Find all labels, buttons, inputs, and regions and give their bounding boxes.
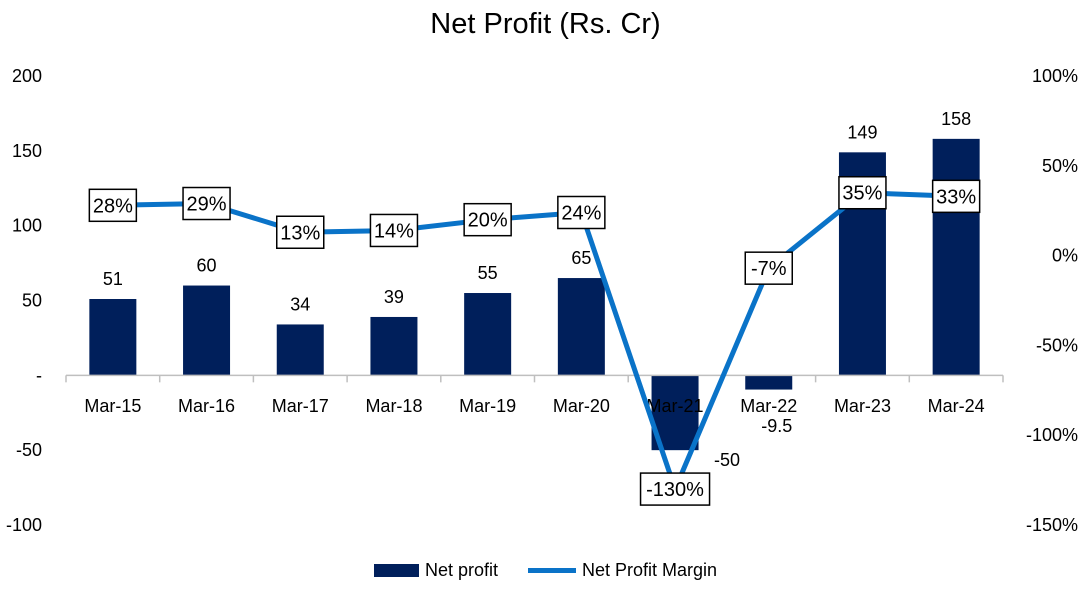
category-label: Mar-21 bbox=[647, 396, 704, 416]
bar-mar-17 bbox=[276, 324, 324, 376]
margin-label-text: 28% bbox=[93, 195, 133, 217]
bar-series bbox=[89, 138, 980, 451]
margin-label-text: 33% bbox=[936, 186, 976, 208]
left-axis-ticks: 200 150 100 50 - -50 -100 bbox=[6, 66, 42, 535]
bar-mar-19 bbox=[464, 293, 512, 376]
margin-label-text: 29% bbox=[187, 194, 227, 216]
right-axis-tick-label: 100% bbox=[1032, 66, 1078, 86]
margin-data-label: 13% bbox=[276, 215, 325, 250]
margin-data-label: 35% bbox=[838, 175, 887, 210]
left-axis-tick-label: -50 bbox=[16, 440, 42, 460]
legend: Net profit Net Profit Margin bbox=[0, 560, 1091, 581]
category-labels: Mar-15 Mar-16 Mar-17 Mar-18 Mar-19 Mar-20 Mar-… bbox=[84, 396, 984, 416]
legend-item-net-profit: Net profit bbox=[373, 560, 498, 581]
margin-data-label: 20% bbox=[463, 202, 512, 237]
chart-title: Net Profit (Rs. Cr) bbox=[430, 8, 661, 40]
category-label: Mar-16 bbox=[178, 396, 235, 416]
bar-mar-18 bbox=[370, 316, 418, 376]
left-axis-tick-label: 100 bbox=[12, 216, 42, 236]
legend-label-net-profit: Net profit bbox=[424, 560, 498, 580]
bar-data-label: 51 bbox=[103, 269, 123, 289]
category-label: Mar-15 bbox=[84, 396, 141, 416]
margin-label-text: -7% bbox=[751, 258, 787, 280]
margin-label-box bbox=[931, 179, 981, 214]
category-label: Mar-24 bbox=[928, 396, 985, 416]
margin-data-label: 29% bbox=[182, 186, 231, 221]
margin-label-text: 35% bbox=[842, 183, 882, 205]
bar-mar-16 bbox=[183, 285, 231, 376]
bar-mar-15 bbox=[89, 299, 137, 376]
margin-series-line bbox=[110, 190, 959, 492]
margin-label-text: 24% bbox=[561, 202, 601, 224]
margin-label-box bbox=[88, 188, 138, 223]
legend-item-net-profit-margin: Net Profit Margin bbox=[527, 560, 718, 581]
margin-label-text: 14% bbox=[374, 220, 414, 242]
bar-mar-20 bbox=[557, 278, 605, 376]
bar-data-label: -50 bbox=[714, 450, 740, 470]
margin-label-box bbox=[744, 251, 793, 285]
margin-label-box bbox=[369, 213, 419, 248]
margin-label-box bbox=[557, 195, 606, 230]
legend-swatch-bar bbox=[373, 564, 419, 577]
margin-data-label: 28% bbox=[88, 188, 138, 223]
right-axis-ticks: 100% 50% 0% -50% -100% -150% bbox=[1026, 66, 1078, 535]
category-label: Mar-19 bbox=[459, 396, 516, 416]
margin-data-label: 33% bbox=[931, 179, 981, 214]
legend-swatch-line bbox=[527, 568, 576, 573]
margin-data-label: -130% bbox=[639, 472, 711, 506]
margin-label-text: 20% bbox=[468, 210, 508, 232]
bar-data-label: 60 bbox=[197, 256, 217, 276]
margin-label-box bbox=[838, 175, 887, 210]
margin-label-text: -130% bbox=[646, 479, 704, 501]
margin-data-label: -7% bbox=[744, 251, 793, 285]
margin-label-text: 13% bbox=[280, 222, 320, 244]
right-axis-tick-label: -150% bbox=[1026, 515, 1078, 535]
right-axis-tick-label: 0% bbox=[1052, 246, 1078, 266]
category-axis-ticks bbox=[65, 375, 1004, 383]
margin-label-box bbox=[182, 186, 231, 221]
bar-data-labels: 51 60 34 39 55 65 -50 -9.5 149 158 bbox=[103, 109, 971, 470]
right-axis-tick-label: -50% bbox=[1036, 335, 1078, 355]
bar-mar-24 bbox=[932, 138, 980, 376]
bar-data-label: 149 bbox=[847, 122, 877, 142]
bar-data-label: 158 bbox=[941, 109, 971, 129]
bar-data-label: 34 bbox=[290, 294, 310, 314]
bar-mar-22 bbox=[745, 375, 793, 390]
left-axis-tick-label: 150 bbox=[12, 141, 42, 161]
legend-label-net-profit-margin: Net Profit Margin bbox=[581, 560, 718, 580]
category-label: Mar-23 bbox=[834, 396, 891, 416]
left-axis-tick-label: 200 bbox=[12, 66, 42, 86]
margin-data-label: 24% bbox=[557, 195, 606, 230]
margin-label-box bbox=[276, 215, 325, 250]
margin-data-label: 14% bbox=[369, 213, 419, 248]
left-axis-tick-label: 50 bbox=[22, 291, 42, 311]
category-label: Mar-20 bbox=[553, 396, 610, 416]
left-axis-tick-label: - bbox=[36, 365, 42, 385]
margin-label-box bbox=[639, 472, 711, 506]
category-label: Mar-22 bbox=[740, 396, 797, 416]
category-label: Mar-18 bbox=[365, 396, 422, 416]
right-axis-tick-label: -100% bbox=[1026, 425, 1078, 445]
left-axis-tick-label: -100 bbox=[6, 515, 42, 535]
right-axis-tick-label: 50% bbox=[1042, 156, 1078, 176]
category-label: Mar-17 bbox=[272, 396, 329, 416]
bar-data-label: 55 bbox=[478, 263, 498, 283]
margin-label-box bbox=[463, 202, 512, 237]
bar-data-label: 65 bbox=[571, 248, 591, 268]
margin-data-labels: 28% 29% 13% 14% 20% 24% -130% -7% 35% 33% bbox=[88, 175, 981, 506]
bar-data-label: -9.5 bbox=[761, 416, 792, 436]
bar-data-label: 39 bbox=[384, 287, 404, 307]
